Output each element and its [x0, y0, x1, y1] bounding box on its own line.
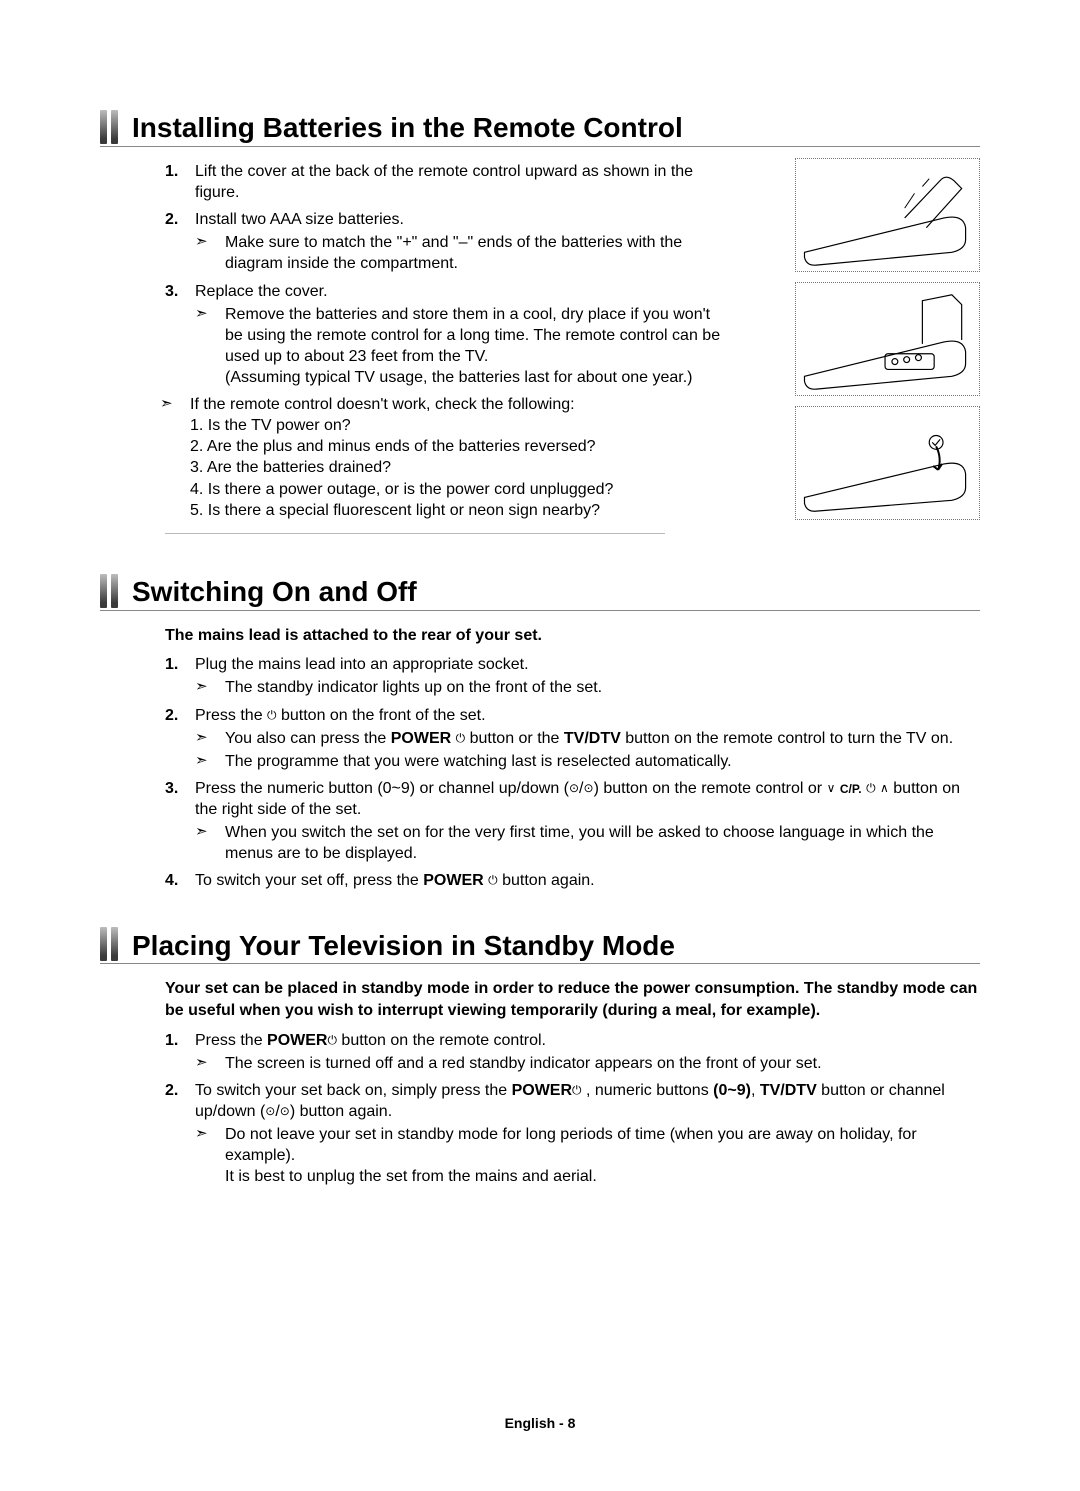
list-item: 2. Press the ⏻ button on the front of th… — [165, 705, 980, 772]
switch-steps-list: 1. Plug the mains lead into an appropria… — [165, 654, 980, 891]
step-text: Replace the cover. — [195, 283, 328, 300]
power-icon: ⊙ — [265, 1104, 275, 1118]
list-item: 2. Install two AAA size batteries. Make … — [165, 209, 725, 274]
page-footer: English - 8 — [0, 1415, 1080, 1431]
manual-page: Installing Batteries in the Remote Contr… — [0, 0, 1080, 1491]
power-icon: ⊙ — [280, 1104, 290, 1118]
heading-bars-icon — [100, 110, 122, 144]
note-text: The standby indicator lights up on the f… — [195, 677, 980, 698]
power-icon: ⏻ — [866, 781, 876, 795]
troubleshoot-item: 4. Is there a power outage, or is the po… — [190, 479, 720, 500]
step-number: 2. — [165, 705, 178, 726]
step-text: To switch your set off, press the POWER … — [195, 872, 595, 889]
troubleshoot-item: 3. Are the batteries drained? — [190, 457, 720, 478]
step-text: To switch your set back on, simply press… — [195, 1082, 945, 1120]
note-text: Do not leave your set in standby mode fo… — [195, 1124, 980, 1187]
heading-title: Placing Your Television in Standby Mode — [132, 931, 675, 962]
note-text: The programme that you were watching las… — [195, 751, 980, 772]
step-number: 3. — [165, 778, 178, 799]
step-number: 1. — [165, 1030, 178, 1051]
list-item: 1. Plug the mains lead into an appropria… — [165, 654, 980, 698]
install-steps-list: 1. Lift the cover at the back of the rem… — [165, 161, 725, 388]
step-text: Press the POWER⏻ button on the remote co… — [195, 1032, 546, 1049]
troubleshoot-item: 1. Is the TV power on? — [190, 415, 720, 436]
remote-cover-lift-icon — [796, 159, 979, 271]
heading-title: Switching On and Off — [132, 577, 417, 608]
note-text: When you switch the set on for the very … — [195, 822, 980, 864]
section-heading-standby: Placing Your Television in Standby Mode — [100, 927, 980, 964]
standby-steps-list: 1. Press the POWER⏻ button on the remote… — [165, 1030, 980, 1188]
figure-remote-step2 — [795, 282, 980, 396]
power-icon: ⏻ — [572, 1083, 582, 1097]
step-text: Press the numeric button (0~9) or channe… — [195, 780, 960, 818]
list-item: 1. Lift the cover at the back of the rem… — [165, 161, 725, 203]
note-text: Remove the batteries and store them in a… — [195, 304, 725, 388]
power-icon: ⊙ — [569, 781, 579, 795]
power-icon: ⏻ — [488, 873, 498, 887]
note-text: Make sure to match the "+" and "–" ends … — [195, 232, 725, 274]
step-number: 2. — [165, 209, 178, 230]
note-text: You also can press the POWER ⏻ button or… — [195, 728, 980, 749]
step-text: Lift the cover at the back of the remote… — [195, 163, 693, 201]
step-number: 4. — [165, 870, 178, 891]
list-item: 2. To switch your set back on, simply pr… — [165, 1080, 980, 1188]
step-text: Install two AAA size batteries. — [195, 211, 404, 228]
section-intro: The mains lead is attached to the rear o… — [165, 625, 980, 647]
list-item: 4. To switch your set off, press the POW… — [165, 870, 980, 891]
list-item: 3. Press the numeric button (0~9) or cha… — [165, 778, 980, 864]
section-heading-install: Installing Batteries in the Remote Contr… — [100, 110, 980, 147]
note-text: The screen is turned off and a red stand… — [195, 1053, 980, 1074]
troubleshoot-item: 5. Is there a special fluorescent light … — [190, 500, 720, 521]
power-icon: ⊙ — [584, 781, 594, 795]
list-item: 1. Press the POWER⏻ button on the remote… — [165, 1030, 980, 1074]
section-intro: Your set can be placed in standby mode i… — [165, 978, 980, 1021]
power-icon: ⏻ — [327, 1033, 337, 1047]
remote-compartment-icon — [796, 283, 979, 395]
step-number: 1. — [165, 654, 178, 675]
power-icon: ∧ — [880, 781, 889, 795]
troubleshoot-lead: If the remote control doesn't work, chec… — [190, 394, 720, 415]
step-text: Plug the mains lead into an appropriate … — [195, 656, 529, 673]
step-text: Press the ⏻ button on the front of the s… — [195, 707, 486, 724]
section-heading-switch: Switching On and Off — [100, 574, 980, 611]
figure-column — [795, 158, 980, 530]
remote-cover-close-icon — [796, 407, 979, 519]
power-icon: ⏻ — [267, 708, 277, 722]
power-icon: ∨ — [827, 781, 836, 795]
heading-title: Installing Batteries in the Remote Contr… — [132, 113, 683, 144]
figure-remote-step3 — [795, 406, 980, 520]
list-item: 3. Replace the cover. Remove the batteri… — [165, 281, 725, 389]
heading-bars-icon — [100, 927, 122, 961]
step-number: 3. — [165, 281, 178, 302]
step-number: 1. — [165, 161, 178, 182]
step-number: 2. — [165, 1080, 178, 1101]
troubleshoot-item: 2. Are the plus and minus ends of the ba… — [190, 436, 720, 457]
heading-bars-icon — [100, 574, 122, 608]
figure-remote-step1 — [795, 158, 980, 272]
power-icon: ⏻ — [456, 731, 466, 745]
troubleshoot-block: If the remote control doesn't work, chec… — [160, 394, 720, 521]
